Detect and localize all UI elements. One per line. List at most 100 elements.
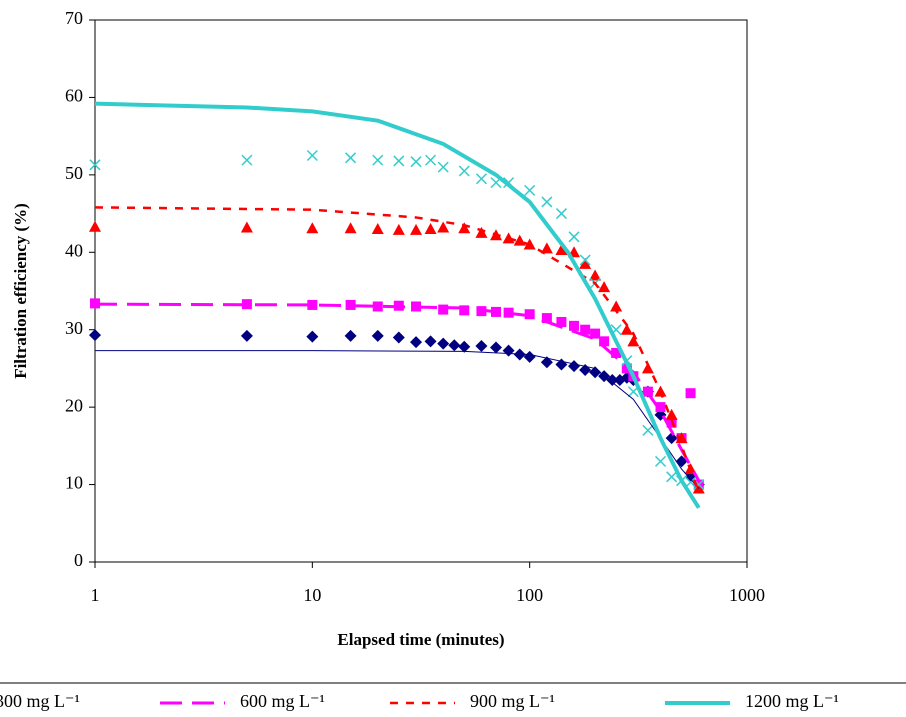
point bbox=[555, 243, 568, 255]
legend-label: 600 mg L⁻¹ bbox=[240, 691, 325, 711]
point bbox=[410, 336, 423, 349]
point-stroke bbox=[693, 479, 705, 491]
x-axis-title: Elapsed time (minutes) bbox=[337, 630, 504, 649]
point bbox=[590, 328, 601, 339]
point bbox=[306, 149, 318, 162]
point bbox=[371, 329, 384, 342]
y-tick-label: 10 bbox=[65, 473, 83, 493]
y-tick-label: 0 bbox=[74, 550, 83, 570]
fit-line bbox=[95, 350, 700, 489]
point bbox=[655, 402, 666, 413]
point bbox=[438, 304, 449, 315]
point bbox=[475, 173, 487, 185]
point bbox=[475, 226, 488, 238]
point bbox=[568, 360, 581, 373]
point bbox=[611, 347, 622, 358]
fit-line bbox=[94, 302, 701, 482]
point bbox=[372, 301, 383, 312]
point-stroke bbox=[654, 455, 667, 467]
x-tick-label: 1000 bbox=[729, 585, 765, 605]
point bbox=[89, 159, 101, 171]
point bbox=[523, 350, 536, 363]
point bbox=[641, 362, 654, 374]
point bbox=[458, 165, 470, 177]
point bbox=[620, 323, 633, 335]
point bbox=[524, 184, 536, 196]
point bbox=[541, 196, 553, 208]
x-tick-label: 1 bbox=[91, 585, 100, 605]
point-stroke bbox=[541, 196, 553, 208]
point bbox=[459, 305, 470, 316]
point bbox=[240, 329, 253, 342]
point bbox=[568, 231, 580, 243]
point bbox=[541, 313, 552, 324]
point bbox=[241, 154, 253, 166]
point bbox=[569, 320, 580, 331]
point bbox=[502, 344, 515, 357]
point-stroke bbox=[524, 184, 536, 196]
point bbox=[599, 336, 610, 347]
y-tick-label: 60 bbox=[65, 86, 83, 106]
point bbox=[555, 208, 567, 220]
point-stroke bbox=[685, 476, 697, 488]
point bbox=[437, 337, 450, 350]
point bbox=[372, 154, 384, 166]
point-stroke bbox=[568, 231, 580, 243]
point bbox=[665, 432, 678, 445]
point-stroke bbox=[345, 152, 357, 164]
point bbox=[666, 471, 678, 483]
point-stroke bbox=[393, 155, 405, 167]
point bbox=[579, 254, 591, 266]
point bbox=[392, 223, 405, 235]
point bbox=[240, 221, 253, 233]
point bbox=[345, 299, 356, 310]
point bbox=[410, 223, 423, 235]
point bbox=[437, 221, 450, 233]
point-stroke bbox=[475, 173, 487, 185]
point bbox=[524, 309, 535, 320]
point bbox=[490, 341, 503, 354]
point-stroke bbox=[410, 156, 422, 168]
fit-line bbox=[94, 101, 701, 509]
point bbox=[654, 455, 667, 467]
point bbox=[580, 324, 591, 335]
x-tick-label: 100 bbox=[516, 585, 543, 605]
point bbox=[665, 408, 678, 420]
point-stroke bbox=[89, 159, 101, 171]
point bbox=[424, 335, 437, 348]
point bbox=[90, 298, 100, 309]
x-tick-label: 10 bbox=[303, 585, 321, 605]
point bbox=[241, 299, 252, 310]
point bbox=[448, 339, 461, 352]
point bbox=[503, 307, 514, 318]
y-tick-label: 30 bbox=[65, 318, 83, 338]
point bbox=[306, 222, 319, 234]
point bbox=[685, 388, 696, 399]
point-stroke bbox=[579, 254, 591, 266]
point bbox=[589, 269, 602, 281]
point-stroke bbox=[555, 208, 567, 220]
point bbox=[345, 152, 357, 164]
point bbox=[627, 335, 640, 347]
point-stroke bbox=[372, 154, 384, 166]
y-tick-label: 20 bbox=[65, 395, 83, 415]
point bbox=[589, 366, 602, 379]
point bbox=[306, 330, 319, 343]
point bbox=[307, 299, 318, 310]
y-axis-title: Filtration efficiency (%) bbox=[11, 203, 30, 379]
point-stroke bbox=[306, 149, 318, 162]
point bbox=[424, 223, 437, 235]
point bbox=[393, 155, 405, 167]
legend-label: 300 mg L⁻¹ bbox=[0, 691, 80, 711]
point bbox=[556, 316, 567, 327]
point-stroke bbox=[642, 424, 654, 436]
point bbox=[89, 220, 101, 232]
point bbox=[540, 242, 553, 254]
point-stroke bbox=[458, 165, 470, 177]
point bbox=[371, 223, 384, 235]
point bbox=[344, 329, 357, 342]
point bbox=[642, 424, 654, 436]
point-stroke bbox=[666, 471, 678, 483]
